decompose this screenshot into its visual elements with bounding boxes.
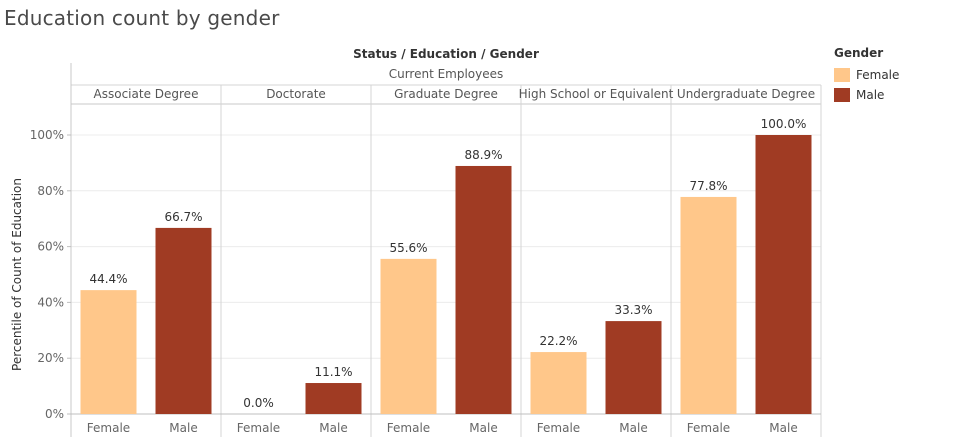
data-label: 55.6% [389,241,427,255]
x-tick-label: Male [769,421,797,435]
x-tick-label: Male [619,421,647,435]
category-label: Doctorate [266,87,326,101]
x-tick-label: Female [537,421,580,435]
data-label: 11.1% [314,365,352,379]
x-tick-label: Male [469,421,497,435]
bar-female [80,290,137,414]
y-tick-label: 100% [30,128,64,142]
bar-female [530,352,587,414]
data-label: 66.7% [164,210,202,224]
legend-swatch-male [834,88,850,102]
bar-male [605,321,662,414]
x-tick-label: Female [387,421,430,435]
data-label: 0.0% [243,396,274,410]
bar-male [305,383,362,414]
bar-female [380,258,437,414]
x-tick-label: Female [237,421,280,435]
x-tick-label: Female [687,421,730,435]
y-tick-label: 40% [37,295,64,309]
legend-item-male[interactable]: Male [834,85,899,105]
legend-label-female: Female [856,68,900,82]
status-header: Current Employees [389,67,504,81]
legend-title: Gender [834,46,884,60]
data-label: 33.3% [614,303,652,317]
y-axis-label: Percentile of Count of Education [10,178,24,371]
category-label: Undergraduate Degree [677,87,815,101]
data-label: 77.8% [689,179,727,193]
y-tick-label: 80% [37,184,64,198]
data-label: 22.2% [539,334,577,348]
column-header: Status / Education / Gender [353,47,539,61]
category-label: High School or Equivalent [519,87,674,101]
x-tick-label: Male [169,421,197,435]
y-tick-label: 0% [45,407,64,421]
legend: Gender Female Male [834,46,899,105]
bar-male [755,135,812,414]
chart-title: Education count by gender [4,6,280,30]
legend-swatch-female [834,68,850,82]
bar-male [455,165,512,414]
category-label: Graduate Degree [394,87,498,101]
bar-female [680,196,737,414]
data-label: 44.4% [89,272,127,286]
y-tick-label: 20% [37,351,64,365]
legend-label-male: Male [856,88,885,102]
x-tick-label: Male [319,421,347,435]
x-tick-label: Female [87,421,130,435]
legend-item-female[interactable]: Female [834,65,899,85]
category-label: Associate Degree [94,87,199,101]
data-label: 100.0% [761,117,807,131]
bar-male [155,227,212,414]
y-tick-label: 60% [37,240,64,254]
data-label: 88.9% [464,148,502,162]
